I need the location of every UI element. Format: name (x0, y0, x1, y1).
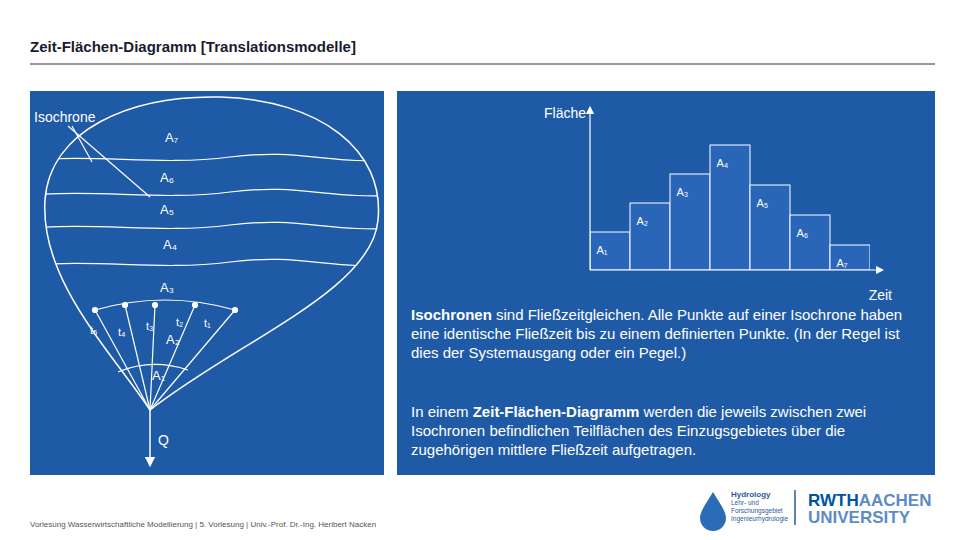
html-text:Isochronen sind Fließzeitgleic: Isochronen sind Fließzeitgleichen. Alle … (411, 306, 903, 361)
svg-text:Zeit: Zeit (869, 287, 892, 303)
svg-text:A₄: A₄ (163, 237, 177, 252)
svg-text:t₅: t₅ (90, 324, 98, 336)
svg-text:Ingenieurhydrologie: Ingenieurhydrologie (731, 515, 788, 523)
html-text:RWTH AACHEN: RWTH AACHEN (808, 491, 932, 510)
svg-text:A₇: A₇ (165, 130, 179, 145)
svg-text:t₂: t₂ (176, 316, 183, 328)
svg-text:Q: Q (158, 432, 169, 448)
svg-text:Hydrology: Hydrology (731, 490, 771, 499)
svg-text:A₁: A₁ (597, 244, 608, 256)
svg-text:A₅: A₅ (757, 197, 769, 209)
svg-text:Isochrone: Isochrone (34, 109, 96, 125)
html-text:Zeit-Flächen-Diagramm [Transla: Zeit-Flächen-Diagramm [Translationsmodel… (30, 38, 356, 55)
svg-text:t₄: t₄ (118, 326, 126, 338)
svg-text:A₇: A₇ (837, 257, 848, 269)
svg-text:A₂: A₂ (637, 215, 649, 227)
svg-text:Forschungsgebiet: Forschungsgebiet (731, 507, 783, 515)
svg-text:t₁: t₁ (204, 317, 211, 329)
svg-text:t₃: t₃ (146, 320, 154, 332)
svg-text:A₆: A₆ (797, 227, 809, 239)
svg-text:A₆: A₆ (160, 170, 174, 185)
svg-text:A₃: A₃ (677, 186, 689, 198)
svg-text:Fläche: Fläche (544, 105, 586, 121)
html-text:In einem Zeit-Flächen-Diagramm: In einem Zeit-Flächen-Diagramm werden di… (411, 403, 867, 458)
svg-text:UNIVERSITY: UNIVERSITY (808, 508, 911, 527)
html-text:Vorlesung Wasserwirtschaftlich: Vorlesung Wasserwirtschaftliche Modellie… (30, 520, 377, 529)
svg-text:A₃: A₃ (160, 280, 174, 295)
svg-text:A₁: A₁ (152, 368, 166, 383)
svg-text:A₂: A₂ (166, 332, 180, 347)
svg-text:Lehr- und: Lehr- und (731, 499, 759, 506)
svg-text:A₅: A₅ (160, 202, 174, 217)
svg-text:A₄: A₄ (717, 157, 729, 169)
